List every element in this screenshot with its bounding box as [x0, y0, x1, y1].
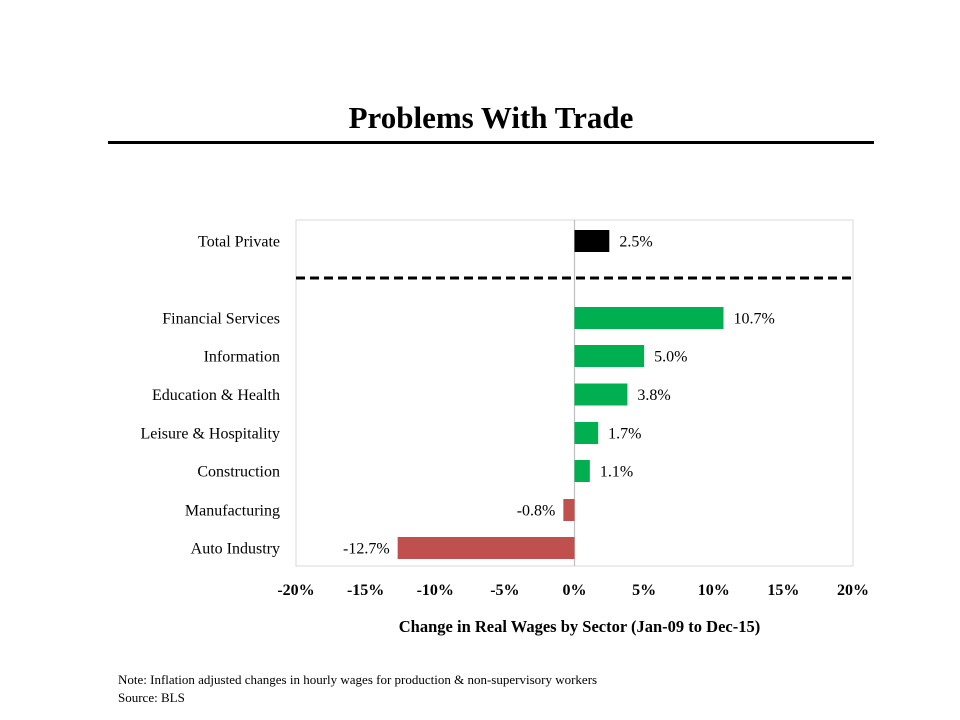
bar-manufacturing	[563, 499, 575, 521]
data-label: 10.7%	[733, 311, 774, 328]
category-label: Total Private	[198, 234, 280, 251]
category-label: Financial Services	[162, 311, 280, 328]
category-label: Leisure & Hospitality	[140, 426, 280, 443]
x-tick-label: -10%	[417, 582, 454, 599]
x-tick-label: 5%	[632, 582, 656, 599]
slide-title: Problems With Trade	[348, 100, 634, 135]
category-label: Manufacturing	[185, 503, 280, 520]
x-tick-label: -15%	[347, 582, 384, 599]
x-tick-label: 20%	[837, 582, 869, 599]
x-tick-label: 10%	[698, 582, 730, 599]
source-note: Source: BLS	[118, 690, 185, 705]
data-label: 2.5%	[619, 234, 652, 251]
x-tick-label: -20%	[277, 582, 314, 599]
x-axis-title: Change in Real Wages by Sector (Jan-09 t…	[399, 617, 760, 636]
data-label: 3.8%	[637, 387, 670, 404]
bar-education-health	[574, 383, 628, 406]
title-underline	[108, 141, 874, 144]
bar-information	[574, 345, 645, 367]
data-label: -0.8%	[517, 503, 556, 520]
data-label: 5.0%	[654, 349, 687, 366]
bar-leisure-hospitality	[574, 422, 599, 444]
bar-construction	[574, 460, 590, 482]
bar-auto-industry	[397, 537, 575, 559]
x-tick-label: 15%	[767, 582, 799, 599]
bar-total-private	[574, 230, 610, 252]
notes: Note: Inflation adjusted changes in hour…	[118, 671, 597, 707]
data-label: -12.7%	[343, 541, 390, 558]
x-tick-label: 0%	[563, 582, 587, 599]
data-label: 1.7%	[608, 426, 641, 443]
category-label: Information	[204, 349, 280, 366]
data-label: 1.1%	[600, 464, 633, 481]
category-label: Construction	[197, 464, 280, 481]
category-label: Education & Health	[152, 387, 280, 404]
footnote: Note: Inflation adjusted changes in hour…	[118, 672, 598, 687]
category-label: Auto Industry	[191, 541, 280, 558]
x-tick-label: -5%	[490, 582, 519, 599]
bar-financial-services	[574, 307, 724, 329]
